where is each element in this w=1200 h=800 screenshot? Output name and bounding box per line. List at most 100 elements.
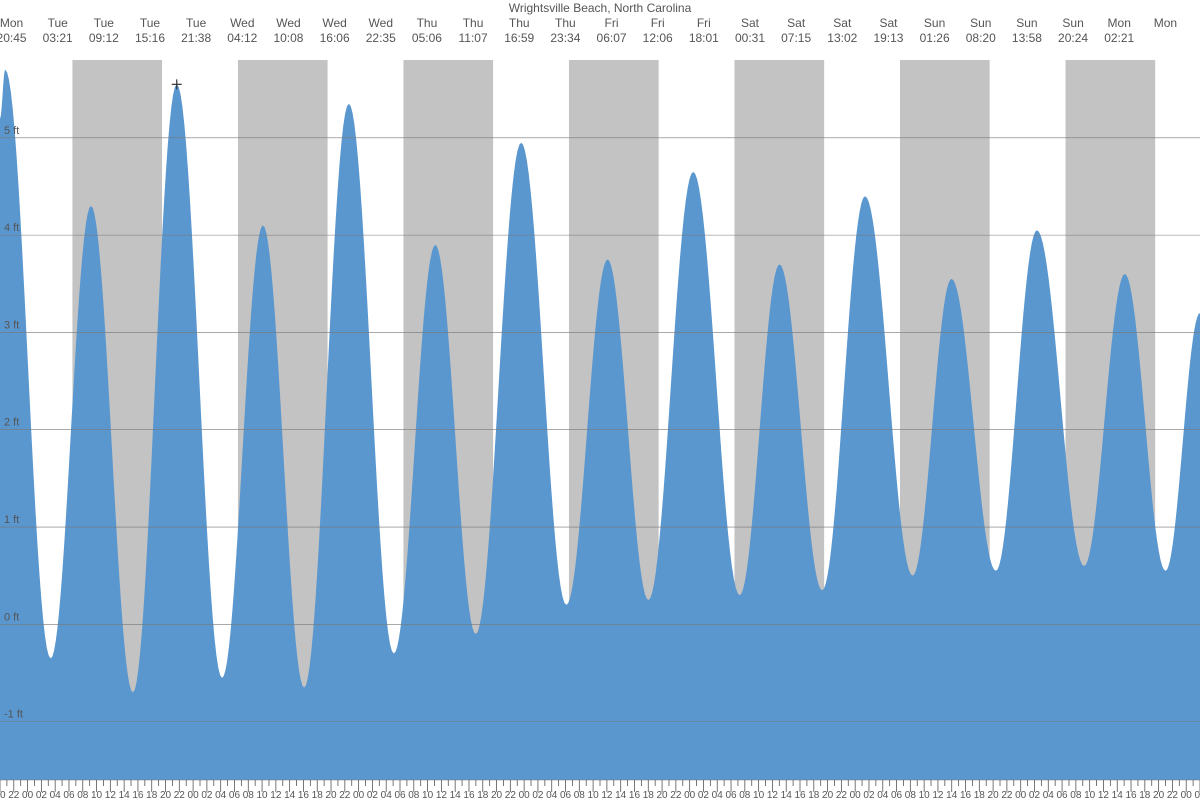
y-axis-label: 5 ft	[4, 125, 19, 137]
header-day: Sat	[879, 16, 898, 30]
header-time: 19:13	[873, 31, 903, 45]
header-day: Sat	[787, 16, 806, 30]
header-day: Fri	[651, 16, 665, 30]
x-hour-label: 02	[36, 790, 48, 800]
x-hour-label: 20	[0, 790, 6, 800]
x-hour-label: 22	[1001, 790, 1013, 800]
x-hour-label: 16	[1125, 790, 1137, 800]
x-hour-label: 10	[422, 790, 434, 800]
header-time: 23:34	[550, 31, 580, 45]
x-hour-label: 10	[753, 790, 765, 800]
x-hour-label: 08	[905, 790, 917, 800]
x-hour-label: 06	[560, 790, 572, 800]
x-hour-label: 14	[1112, 790, 1124, 800]
header-time: 22:35	[366, 31, 396, 45]
x-hour-label: 20	[491, 790, 503, 800]
x-hour-label: 16	[132, 790, 144, 800]
x-hour-label: 00	[353, 790, 365, 800]
header-day: Sun	[924, 16, 945, 30]
x-hour-label: 14	[119, 790, 131, 800]
x-hour-label: 08	[243, 790, 255, 800]
header-time: 05:06	[412, 31, 442, 45]
x-hour-label: 14	[284, 790, 296, 800]
x-hour-label: 02	[201, 790, 213, 800]
header-time: 12:06	[643, 31, 673, 45]
x-hour-label: 02	[863, 790, 875, 800]
header-day: Thu	[555, 16, 576, 30]
x-hour-label: 22	[505, 790, 517, 800]
x-hour-label: 18	[974, 790, 986, 800]
x-hour-label: 14	[450, 790, 462, 800]
x-hour-label: 22	[8, 790, 20, 800]
x-hour-label: 14	[615, 790, 627, 800]
header-day: Wed	[369, 16, 393, 30]
x-hour-label: 02	[698, 790, 710, 800]
y-axis-label: 2 ft	[4, 417, 19, 429]
x-hour-label: 06	[725, 790, 737, 800]
header-time: 21:38	[181, 31, 211, 45]
x-hour-label: 22	[670, 790, 682, 800]
y-axis-label: 0 ft	[4, 611, 19, 623]
header-time: 20:24	[1058, 31, 1088, 45]
x-hour-label: 12	[270, 790, 282, 800]
x-hour-label: 04	[1043, 790, 1055, 800]
header-day: Tue	[186, 16, 207, 30]
x-hour-label: 08	[77, 790, 89, 800]
x-hour-label: 10	[919, 790, 931, 800]
x-hour-label: 10	[588, 790, 600, 800]
x-hour-label: 06	[891, 790, 903, 800]
x-hour-label: 08	[574, 790, 586, 800]
header-day: Tue	[140, 16, 161, 30]
x-hour-label: 18	[146, 790, 158, 800]
x-hour-label: 14	[946, 790, 958, 800]
x-hour-label: 04	[215, 790, 227, 800]
x-hour-label: 18	[643, 790, 655, 800]
header-time: 15:16	[135, 31, 165, 45]
tide-chart: -1 ft0 ft1 ft2 ft3 ft4 ft5 ft20220002040…	[0, 0, 1200, 800]
header-time: 08:20	[966, 31, 996, 45]
x-hour-label: 18	[1139, 790, 1151, 800]
x-hour-label: 20	[1153, 790, 1165, 800]
x-hour-label: 16	[298, 790, 310, 800]
x-hour-label: 02	[1029, 790, 1041, 800]
header-day: Mon	[1108, 16, 1131, 30]
x-hour-label: 22	[174, 790, 186, 800]
x-hour-label: 06	[394, 790, 406, 800]
x-hour-label: 06	[63, 790, 75, 800]
header-time: 00:31	[735, 31, 765, 45]
header-time: 01:26	[920, 31, 950, 45]
x-hour-label: 00	[519, 790, 531, 800]
header-time: 10:08	[273, 31, 303, 45]
header-day: Tue	[48, 16, 69, 30]
x-hour-label: 18	[477, 790, 489, 800]
x-hour-label: 20	[657, 790, 669, 800]
header-day: Thu	[417, 16, 438, 30]
x-hour-label: 18	[808, 790, 820, 800]
x-hour-label: 16	[463, 790, 475, 800]
x-hour-label: 12	[1098, 790, 1110, 800]
x-hour-label: 00	[188, 790, 200, 800]
header-time: 03:21	[43, 31, 73, 45]
header-day: Thu	[509, 16, 530, 30]
chart-title: Wrightsville Beach, North Carolina	[509, 1, 692, 15]
header-day: Fri	[605, 16, 619, 30]
header-day: Thu	[463, 16, 484, 30]
x-hour-label: 00	[684, 790, 696, 800]
x-hour-label: 04	[50, 790, 62, 800]
x-hour-label: 22	[836, 790, 848, 800]
x-hour-label: 20	[988, 790, 1000, 800]
x-hour-label: 10	[91, 790, 103, 800]
header-time: 16:06	[320, 31, 350, 45]
x-hour-label: 20	[822, 790, 834, 800]
x-hour-label: 12	[767, 790, 779, 800]
x-hour-label: 02	[1194, 790, 1200, 800]
x-hour-label: 12	[105, 790, 117, 800]
header-time: 11:07	[459, 31, 488, 45]
header-time: 20:45	[0, 31, 27, 45]
header-time: 13:58	[1012, 31, 1042, 45]
x-hour-label: 12	[601, 790, 613, 800]
header-time: 02:21	[1104, 31, 1134, 45]
header-day: Tue	[94, 16, 115, 30]
x-hour-label: 04	[712, 790, 724, 800]
x-hour-label: 16	[960, 790, 972, 800]
